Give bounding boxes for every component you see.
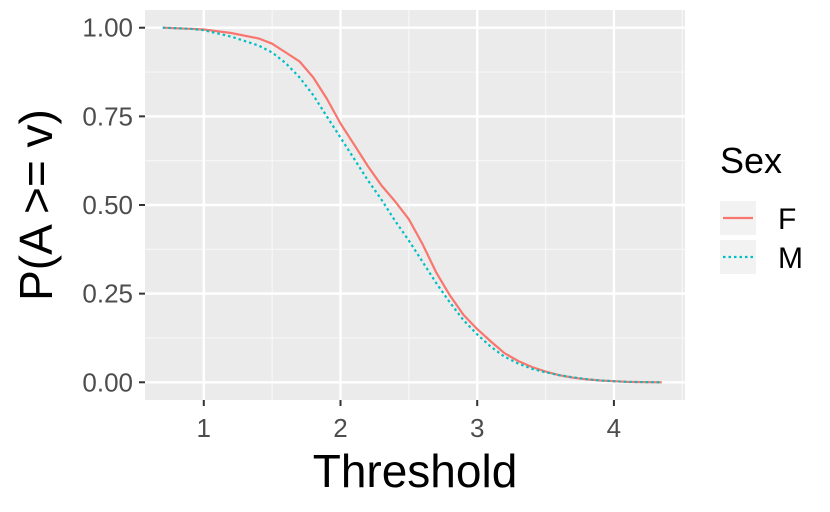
x-tick-label: 1 — [197, 413, 211, 443]
y-tick-label: 0.75 — [82, 101, 133, 131]
y-tick-label: 1.00 — [82, 13, 133, 43]
y-tick-label: 0.50 — [82, 190, 133, 220]
legend-label-f: F — [778, 203, 796, 236]
series-line-f — [162, 26, 662, 384]
y-axis: 0.00 0.25 0.50 0.75 1.00 — [82, 13, 145, 397]
x-tick-label: 3 — [470, 413, 484, 443]
legend: Sex F M — [720, 140, 803, 275]
x-tick-label: 4 — [607, 413, 621, 443]
y-tick-label: 0.00 — [82, 367, 133, 397]
y-axis-title: P(A >= v) — [10, 109, 62, 301]
x-axis-title: Threshold — [313, 445, 518, 497]
legend-key-m — [720, 240, 756, 274]
y-tick-label: 0.25 — [82, 279, 133, 309]
x-tick-label: 2 — [333, 413, 347, 443]
x-axis: 1 2 3 4 — [197, 400, 621, 443]
legend-title: Sex — [720, 140, 782, 181]
series-layer — [162, 26, 662, 384]
legend-label-m: M — [778, 242, 803, 275]
